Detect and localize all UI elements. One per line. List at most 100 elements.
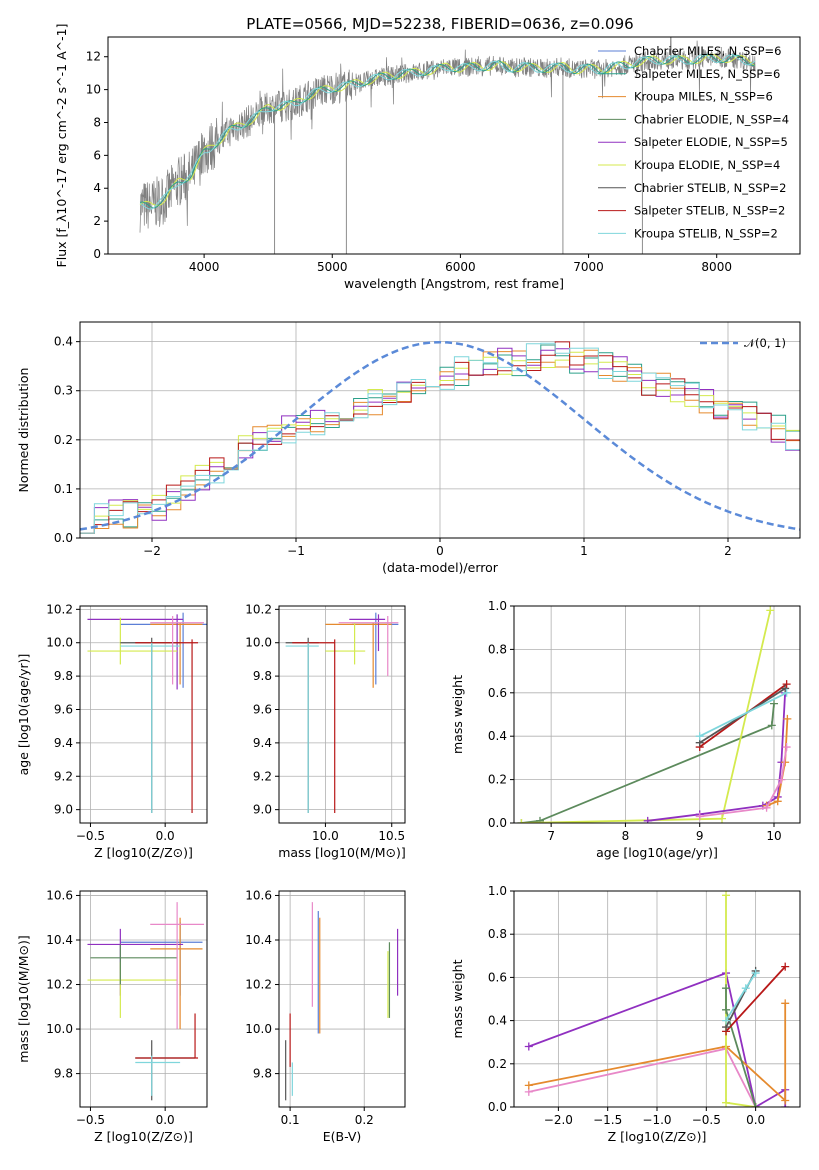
y-tick-label: 10.0 bbox=[46, 1022, 73, 1036]
y-tick-label: 10.6 bbox=[46, 888, 73, 902]
panel-residuals: −2 −1 0 1 2 0.0 0.1 0.2 0.3 0.4 (data-model)/error… bbox=[16, 321, 801, 575]
weight-marker bbox=[722, 891, 731, 900]
weight-marker bbox=[777, 775, 786, 784]
weight-line-chabrier_elodie bbox=[521, 703, 775, 823]
residual-histogram-salpeter_miles bbox=[80, 344, 800, 534]
y-tick-label: 9.4 bbox=[54, 736, 73, 750]
y-tick-label: 9.2 bbox=[54, 769, 73, 783]
x-tick-label: 7 bbox=[547, 829, 555, 843]
weight-line-pink bbox=[699, 746, 788, 818]
weight-marker bbox=[517, 819, 526, 823]
y-axis-label: mass [log10(M/M⊙)] bbox=[16, 935, 31, 1063]
y-tick-label: 4 bbox=[93, 181, 101, 195]
axes-frame bbox=[513, 605, 801, 824]
x-tick-label: −0.5 bbox=[692, 1113, 721, 1127]
x-tick-label: 8 bbox=[622, 829, 630, 843]
plot-area bbox=[285, 902, 399, 1101]
y-tick-label: 12 bbox=[86, 50, 101, 64]
y-tick-label: 9.8 bbox=[54, 1067, 73, 1081]
y-tick-label: 0.4 bbox=[488, 1014, 507, 1028]
y-tick-label: 0.0 bbox=[488, 816, 507, 830]
plot-area bbox=[139, 37, 756, 254]
weight-marker bbox=[781, 999, 790, 1008]
y-tick-label: 6 bbox=[93, 148, 101, 162]
y-tick-label: 10.0 bbox=[245, 636, 272, 650]
weight-marker bbox=[781, 684, 790, 693]
x-axis-label: E(B-V) bbox=[323, 1129, 362, 1144]
y-axis-label: age [log10(age/yr)] bbox=[16, 654, 31, 776]
weight-line-kroupa_elodie bbox=[725, 895, 756, 1107]
weight-marker bbox=[783, 714, 792, 723]
x-tick-label: 0.0 bbox=[156, 1113, 175, 1127]
residual-histogram-kroupa_elodie bbox=[80, 351, 800, 534]
weight-marker bbox=[751, 1103, 760, 1107]
weight-marker bbox=[643, 816, 652, 823]
weight-marker bbox=[524, 1081, 533, 1090]
weight-marker bbox=[782, 743, 791, 752]
x-tick-label: 10.0 bbox=[312, 829, 339, 843]
x-tick-label: 0 bbox=[436, 544, 444, 558]
residual-histogram-salpeter_elodie bbox=[80, 347, 800, 534]
x-tick-label: 1 bbox=[580, 544, 588, 558]
y-tick-label: 9.4 bbox=[253, 736, 272, 750]
panel-mass_vs_ebv: 0.1 0.2 9.8 10.0 10.2 10.4 10.6 E(B-V) bbox=[245, 888, 406, 1144]
y-tick-label: 9.8 bbox=[253, 669, 272, 683]
x-tick-label: −1.5 bbox=[593, 1113, 622, 1127]
x-tick-label: −1.0 bbox=[642, 1113, 671, 1127]
legend-label: Chabrier ELODIE, N_SSP=4 bbox=[634, 112, 789, 126]
x-tick-label: −0.5 bbox=[76, 1113, 105, 1127]
legend-label: Chabrier STELIB, N_SSP=2 bbox=[634, 181, 786, 195]
y-tick-label: 0.0 bbox=[488, 1100, 507, 1114]
x-axis-label: mass [log10(M/M⊙)] bbox=[278, 845, 406, 860]
weight-marker bbox=[782, 680, 791, 689]
weight-marker bbox=[781, 1096, 790, 1105]
x-tick-label: −0.5 bbox=[76, 829, 105, 843]
normal-curve bbox=[80, 340, 800, 531]
y-tick-label: 10.2 bbox=[46, 602, 73, 616]
y-tick-label: 10.2 bbox=[245, 602, 272, 616]
panel-mass_vs_Z: −0.5 0.0 9.8 10.0 10.2 10.4 10.6 Z [log10(Z/Z⊙)… bbox=[16, 888, 208, 1144]
weight-marker bbox=[762, 803, 771, 812]
residual-histogram-kroupa_miles bbox=[80, 349, 800, 534]
y-tick-label: 0 bbox=[93, 247, 101, 261]
axes-frame bbox=[79, 605, 208, 824]
x-axis-label: wavelength [Angstrom, rest frame] bbox=[344, 276, 564, 291]
y-tick-label: 10.0 bbox=[245, 1022, 272, 1036]
weight-marker bbox=[536, 816, 544, 823]
weight-marker bbox=[524, 1042, 533, 1051]
y-tick-label: 8 bbox=[93, 115, 101, 129]
y-axis-label: Flux [f_λ10^-17 erg cm^-2 s^-1 A^-1] bbox=[54, 24, 69, 268]
y-tick-label: 0.6 bbox=[488, 686, 507, 700]
y-tick-label: 0.8 bbox=[488, 642, 507, 656]
legend-label: Kroupa ELODIE, N_SSP=4 bbox=[634, 158, 780, 172]
y-tick-label: 0.4 bbox=[488, 729, 507, 743]
y-tick-label: 10.4 bbox=[46, 933, 73, 947]
plot-area bbox=[517, 606, 792, 823]
legend-label: Salpeter STELIB, N_SSP=2 bbox=[634, 204, 785, 218]
y-tick-label: 10.4 bbox=[245, 933, 272, 947]
x-axis-label: Z [log10(Z/Z⊙)] bbox=[608, 1129, 707, 1144]
axes-frame bbox=[79, 890, 208, 1108]
weight-marker bbox=[770, 699, 778, 708]
gridlines bbox=[514, 605, 800, 824]
y-tick-label: 0.6 bbox=[488, 970, 507, 984]
legend-label: Kroupa MILES, N_SSP=6 bbox=[634, 90, 773, 104]
y-tick-label: 10 bbox=[86, 83, 101, 97]
y-tick-label: 9.0 bbox=[253, 803, 272, 817]
x-tick-label: 4000 bbox=[189, 260, 220, 274]
weight-marker bbox=[767, 721, 776, 730]
x-tick-label: −2 bbox=[143, 544, 161, 558]
x-tick-label: 0.2 bbox=[355, 1113, 374, 1127]
plot-area bbox=[87, 612, 207, 813]
gridlines bbox=[80, 891, 207, 1107]
x-axis-label: (data-model)/error bbox=[382, 560, 499, 575]
panel-age_vs_mass: 10.0 10.5 9.0 9.2 9.4 9.6 9.8 10.0 10.2 mass [log… bbox=[245, 602, 406, 860]
weight-marker bbox=[695, 812, 704, 821]
plot-area bbox=[285, 612, 399, 813]
residual-histogram-kroupa_stelib bbox=[80, 342, 800, 534]
weight-marker bbox=[722, 984, 731, 993]
y-tick-label: 9.6 bbox=[253, 702, 272, 716]
weight-line-kroupa_elodie bbox=[521, 610, 772, 823]
y-tick-label: 1.0 bbox=[488, 599, 507, 613]
